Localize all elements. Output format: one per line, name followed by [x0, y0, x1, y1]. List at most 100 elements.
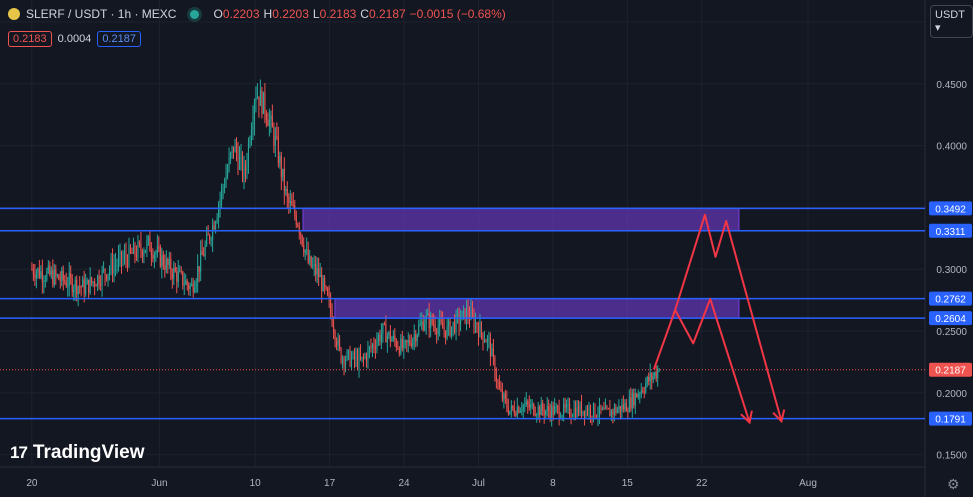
candle-body	[188, 284, 190, 290]
candle-body	[461, 311, 463, 321]
candle-body	[74, 279, 76, 290]
candle-body	[310, 256, 312, 267]
candle-body	[537, 406, 539, 415]
buy-price-button[interactable]: 0.2187	[97, 31, 141, 47]
candle-body	[194, 287, 196, 293]
candle-body	[569, 404, 571, 416]
candle-body	[38, 268, 40, 278]
candle-body	[132, 244, 134, 254]
candle-body	[482, 332, 484, 342]
candle-body	[497, 381, 499, 383]
candle-body	[113, 265, 115, 274]
candle-body	[191, 283, 193, 286]
candle-body	[147, 236, 149, 241]
candle-body	[195, 281, 197, 288]
candle-body	[380, 333, 382, 341]
candle-body	[325, 286, 327, 289]
candle-body	[215, 222, 217, 230]
candle-body	[340, 348, 342, 363]
candle-body	[630, 397, 632, 409]
candle-body	[424, 323, 426, 331]
candle-body	[425, 314, 427, 324]
tradingview-logo-text: TradingView	[32, 442, 145, 463]
candle-body	[37, 268, 39, 273]
candle-body	[530, 404, 532, 408]
candle-body	[228, 157, 230, 170]
symbol-title[interactable]: SLERF / USDT · 1h · MEXC	[26, 7, 177, 21]
candle-body	[622, 404, 624, 409]
currency-button[interactable]: USDT ▾	[930, 5, 973, 38]
candle-body	[512, 405, 514, 409]
candle-body	[122, 258, 124, 262]
projection-path	[674, 213, 783, 422]
candle-body	[107, 273, 109, 280]
candle-body	[452, 321, 454, 327]
candle-body	[126, 258, 129, 266]
candle-body	[246, 164, 248, 171]
candle-body	[158, 246, 160, 248]
candle-body	[135, 254, 137, 258]
x-tick-label: 17	[324, 478, 336, 489]
candle-body	[131, 251, 133, 254]
candle-body	[225, 176, 227, 187]
candle-body	[259, 89, 261, 106]
candle-body	[253, 102, 255, 121]
candle-body	[498, 382, 500, 389]
candle-body	[186, 280, 188, 285]
candle-body	[436, 330, 438, 334]
candle-body	[403, 340, 405, 349]
candle-body	[61, 270, 63, 281]
candle-body	[594, 403, 596, 417]
candle-body	[164, 265, 166, 270]
candle-body	[345, 359, 347, 366]
candle-body	[631, 392, 633, 409]
candle-body	[576, 405, 578, 418]
candle-body	[658, 369, 660, 371]
candle-body	[179, 270, 181, 272]
candle-body	[276, 135, 278, 137]
candle-body	[392, 335, 394, 340]
candle-body	[330, 298, 332, 312]
candle-body	[367, 348, 369, 361]
candle-body	[480, 322, 482, 333]
candle-body	[104, 269, 106, 276]
candle-body	[619, 406, 621, 412]
candle-body	[373, 344, 375, 348]
candle-body	[185, 280, 187, 285]
candle-body	[613, 407, 615, 415]
candle-body	[400, 338, 402, 354]
candle-body	[561, 415, 563, 419]
candle-body	[85, 284, 87, 295]
sell-price-button[interactable]: 0.2183	[8, 31, 52, 47]
candle-body	[294, 205, 296, 216]
candle-body	[222, 187, 224, 189]
candle-body	[134, 244, 136, 255]
candle-body	[485, 341, 487, 343]
candle-body	[234, 143, 236, 153]
candle-body	[233, 146, 235, 153]
candle-body	[273, 127, 275, 146]
settings-gear-icon[interactable]: ⚙	[947, 476, 960, 492]
candle-body	[280, 156, 282, 177]
market-open-icon	[190, 9, 200, 19]
candle-body	[397, 347, 399, 349]
candle-body	[365, 355, 367, 361]
candle-body	[566, 404, 568, 408]
candle-body	[307, 249, 309, 263]
candle-body	[555, 406, 557, 408]
candle-body	[137, 242, 139, 258]
candle-body	[578, 405, 580, 414]
candle-body	[521, 410, 523, 412]
y-tick-label: 0.1500	[936, 451, 967, 462]
candle-body	[362, 356, 364, 358]
candle-body	[592, 403, 595, 417]
candle-body	[606, 406, 608, 409]
candle-body	[548, 406, 550, 411]
candle-body	[386, 335, 388, 343]
tradingview-logo[interactable]: 17 TradingView	[10, 442, 145, 464]
candle-body	[327, 288, 329, 295]
candle-body	[219, 198, 221, 206]
candle-body	[479, 322, 481, 337]
